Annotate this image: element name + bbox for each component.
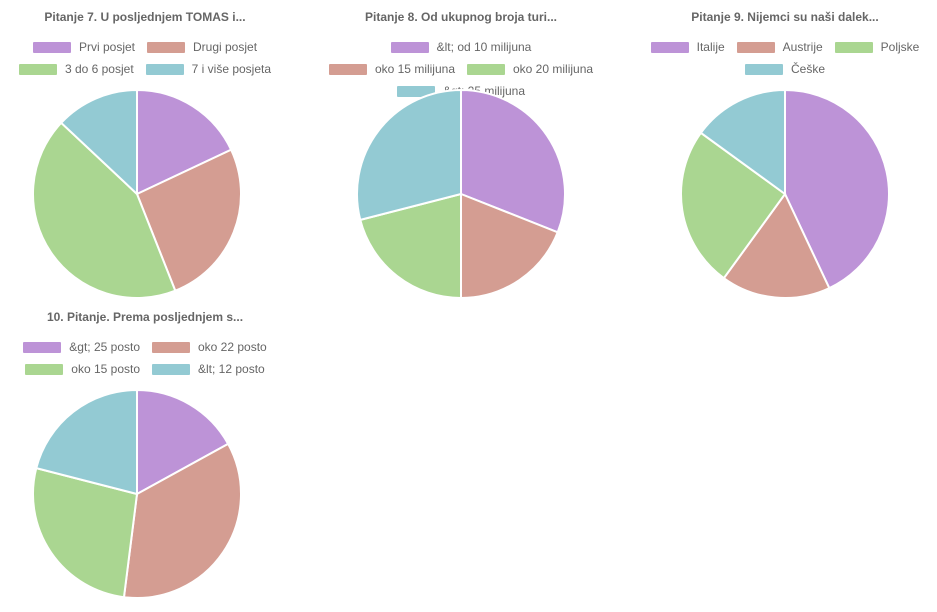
pie-slice-2[interactable] xyxy=(122,442,242,599)
legend-swatch xyxy=(390,41,429,53)
legend-item[interactable]: Italije xyxy=(650,38,725,56)
legend-item[interactable]: Austrije xyxy=(736,38,823,56)
pie-slice-1[interactable] xyxy=(784,88,890,290)
legend-item[interactable]: &lt; 12 posto xyxy=(152,360,265,378)
legend-swatch xyxy=(23,341,62,353)
legend-swatch xyxy=(744,63,783,75)
pie-chart xyxy=(356,88,566,300)
legend-swatch xyxy=(152,363,190,375)
pie-slice-3[interactable] xyxy=(359,192,462,300)
legend-swatch xyxy=(834,41,873,53)
pie-slice-4[interactable] xyxy=(699,88,786,196)
chart-panel-q9: Pitanje 9. Nijemci su naši dalek... Ital… xyxy=(640,0,930,300)
pie-slice-1[interactable] xyxy=(136,88,233,196)
legend-item[interactable]: oko 15 milijuna xyxy=(328,60,455,78)
legend-label: 7 i više posjeta xyxy=(191,62,272,76)
chart-title: 10. Pitanje. Prema posljednjem s... xyxy=(46,310,244,324)
legend-swatch xyxy=(328,63,367,75)
legend-swatch xyxy=(32,41,71,53)
chart-legend: &gt; 25 posto oko 22 posto oko 15 posto … xyxy=(0,338,290,378)
legend-item[interactable]: &lt; od 10 milijuna xyxy=(390,38,532,56)
legend-swatch xyxy=(650,41,689,53)
legend-swatch xyxy=(18,63,57,75)
legend-item[interactable]: Češke xyxy=(744,60,825,78)
pie-chart xyxy=(32,388,242,599)
legend-item[interactable]: &gt; 25 posto xyxy=(23,338,140,356)
legend-label: 3 do 6 posjet xyxy=(64,62,134,76)
legend-swatch xyxy=(396,85,435,97)
pie-slice-3[interactable] xyxy=(680,131,787,280)
legend-label: Austrije xyxy=(782,40,823,54)
chart-panel-q10: 10. Pitanje. Prema posljednjem s... &gt;… xyxy=(0,300,290,600)
chart-title: Pitanje 7. U posljednjem TOMAS i... xyxy=(44,10,246,24)
legend-swatch xyxy=(147,41,185,53)
pie-slice-1[interactable] xyxy=(136,388,230,496)
chart-legend: &lt; od 10 milijuna oko 15 milijuna oko … xyxy=(316,38,606,100)
pie-chart xyxy=(680,88,890,299)
legend-item[interactable]: oko 15 posto xyxy=(25,360,140,378)
legend-swatch xyxy=(152,341,190,353)
legend-label: Češke xyxy=(790,62,825,76)
legend-label: Prvi posjet xyxy=(78,40,135,54)
legend-label: &lt; 12 posto xyxy=(198,362,265,376)
chart-panel-q8: Pitanje 8. Od ukupnog broja turi... &lt;… xyxy=(316,0,606,300)
pie-slice-3[interactable] xyxy=(32,466,139,599)
pie-slice-2[interactable] xyxy=(135,148,242,292)
legend-label: Poljske xyxy=(880,40,920,54)
legend-item[interactable]: Drugi posjet xyxy=(147,38,257,56)
pie-slice-2[interactable] xyxy=(460,192,559,300)
chart-panel-q7: Pitanje 7. U posljednjem TOMAS i... Prvi… xyxy=(0,0,290,300)
legend-label: Italije xyxy=(696,40,725,54)
pie-slice-4[interactable] xyxy=(356,88,462,222)
legend-item[interactable]: 7 i više posjeta xyxy=(145,60,272,78)
legend-item[interactable]: Prvi posjet xyxy=(32,38,135,56)
chart-title: Pitanje 8. Od ukupnog broja turi... xyxy=(364,10,557,24)
legend-label: oko 22 posto xyxy=(198,340,267,354)
pie-slice-3[interactable] xyxy=(32,121,177,299)
pie-slice-4[interactable] xyxy=(35,388,138,496)
pie-slice-1[interactable] xyxy=(460,88,566,234)
legend-label: oko 15 milijuna xyxy=(374,62,455,76)
legend-label: oko 20 milijuna xyxy=(513,62,594,76)
legend-swatch xyxy=(736,41,775,53)
legend-label: &lt; od 10 milijuna xyxy=(436,40,532,54)
legend-item[interactable]: oko 22 posto xyxy=(152,338,267,356)
chart-legend: Italije Austrije Poljske Češke xyxy=(640,38,930,78)
legend-label: Drugi posjet xyxy=(193,40,258,54)
legend-item[interactable]: 3 do 6 posjet xyxy=(18,60,134,78)
legend-item[interactable]: Poljske xyxy=(834,38,920,56)
legend-swatch xyxy=(467,63,505,75)
chart-legend: Prvi posjet Drugi posjet 3 do 6 posjet 7… xyxy=(0,38,290,78)
legend-label: oko 15 posto xyxy=(71,362,140,376)
chart-title: Pitanje 9. Nijemci su naši dalek... xyxy=(691,10,879,24)
pie-chart xyxy=(32,88,242,299)
legend-label: &gt; 25 posto xyxy=(69,340,140,354)
pie-slice-2[interactable] xyxy=(722,192,831,299)
legend-item[interactable]: oko 20 milijuna xyxy=(467,60,593,78)
legend-swatch xyxy=(145,63,184,75)
legend-swatch xyxy=(25,363,64,375)
pie-slice-4[interactable] xyxy=(59,88,138,197)
